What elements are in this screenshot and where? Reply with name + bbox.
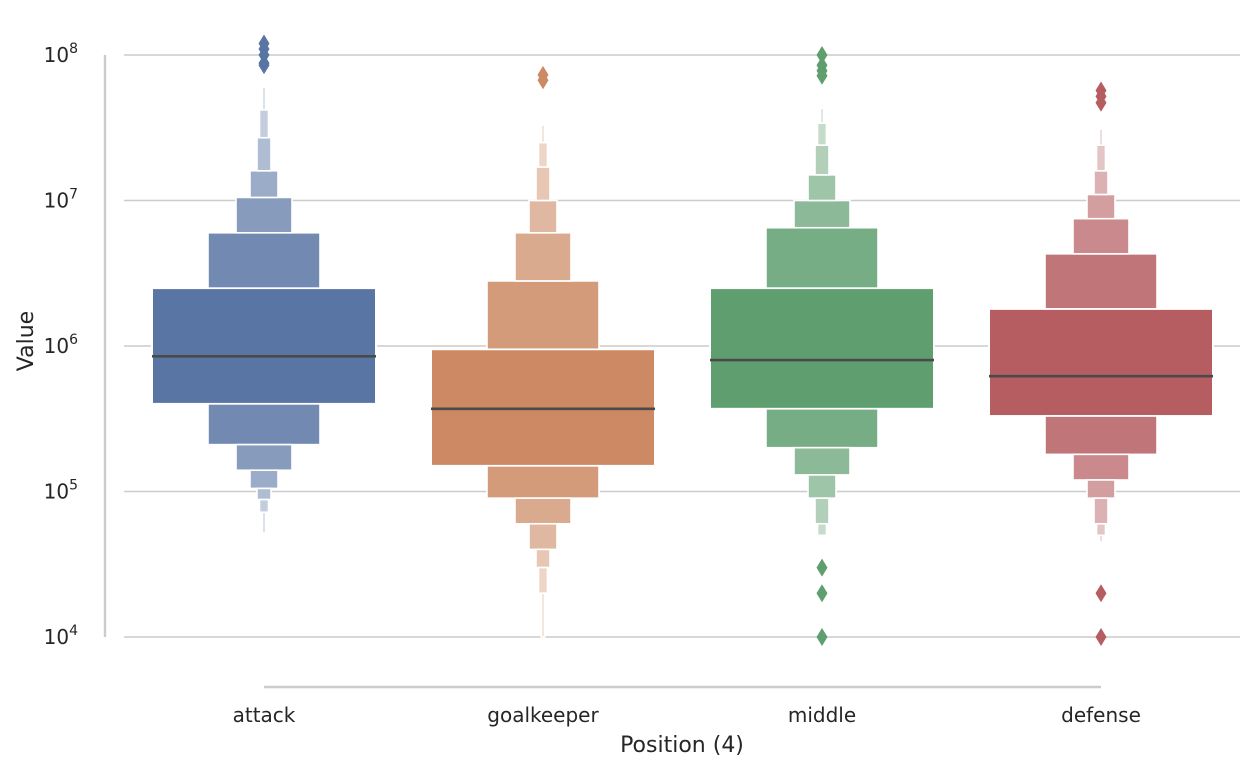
- box-level-upper: [814, 144, 830, 176]
- box-level-upper: [235, 196, 293, 234]
- box-level-upper: [1072, 217, 1130, 255]
- x-tick-label: middle: [788, 703, 856, 727]
- y-tick-labels: 104 105 106 107 108: [44, 41, 78, 649]
- box-level-lower: [1072, 453, 1130, 481]
- box-level-lower: [261, 511, 267, 534]
- series-goalkeeper: [430, 65, 656, 638]
- box-level-upper: [207, 231, 321, 289]
- box-level-upper: [1044, 253, 1158, 310]
- box-level-lower: [256, 487, 272, 501]
- outlier-point: [816, 628, 828, 646]
- box-level-lower: [514, 497, 572, 525]
- y-tick-label: 104: [44, 623, 78, 649]
- box-level-upper: [528, 199, 558, 234]
- outlier-point: [258, 56, 270, 75]
- box-level-lower: [1093, 497, 1109, 525]
- x-tick-label: goalkeeper: [487, 703, 599, 727]
- outlier-point: [1095, 93, 1107, 112]
- box-level-upper: [807, 174, 837, 202]
- box-level-0: [988, 307, 1214, 418]
- outlier-point: [816, 66, 828, 85]
- outlier-point: [816, 584, 828, 603]
- box-level-lower: [535, 548, 551, 569]
- outlier-point: [816, 46, 828, 64]
- outlier-point: [537, 71, 549, 90]
- box-level-lower: [765, 408, 879, 449]
- box-level-upper: [261, 86, 267, 111]
- box-level-lower: [528, 522, 558, 551]
- box-level-upper: [1086, 193, 1116, 220]
- box-level-upper: [819, 107, 825, 124]
- box-level-lower: [814, 497, 830, 525]
- x-tick-labels: attack goalkeeper middle defense: [233, 703, 1141, 727]
- box-level-upper: [793, 199, 851, 229]
- box-level-lower: [258, 498, 270, 514]
- box-level-lower: [486, 465, 600, 499]
- box-level-upper: [1098, 128, 1104, 146]
- y-tick-label: 107: [44, 187, 78, 213]
- y-tick-label: 108: [44, 41, 78, 67]
- box-level-lower: [1044, 415, 1158, 456]
- series-defense: [988, 81, 1214, 646]
- box-level-lower: [249, 469, 279, 490]
- box-level-lower: [207, 403, 321, 446]
- series-middle: [709, 46, 935, 646]
- box-level-upper: [486, 280, 600, 351]
- y-tick-label: 105: [44, 478, 78, 504]
- box-level-upper: [1095, 144, 1107, 172]
- box-level-lower: [537, 566, 549, 595]
- box-level-upper: [816, 122, 828, 146]
- boxen-series: [151, 34, 1214, 646]
- y-axis-title: Value: [14, 311, 39, 371]
- outlier-point: [1095, 584, 1107, 603]
- box-level-upper: [537, 141, 549, 168]
- box-level-lower: [1098, 534, 1104, 543]
- outlier-point: [1095, 628, 1107, 646]
- x-tick-label: defense: [1061, 703, 1141, 727]
- box-level-lower: [807, 474, 837, 499]
- box-level-lower: [1086, 479, 1116, 499]
- box-level-upper: [514, 231, 572, 282]
- x-tick-label: attack: [233, 703, 296, 727]
- box-level-upper: [540, 124, 546, 144]
- box-level-upper: [765, 226, 879, 289]
- box-level-lower: [1095, 522, 1107, 537]
- axis-spines: [103, 55, 1101, 689]
- y-tick-label: 106: [44, 332, 78, 358]
- box-level-lower: [793, 446, 851, 476]
- box-level-lower: [816, 522, 828, 537]
- box-level-upper: [258, 109, 270, 139]
- box-level-0: [709, 287, 935, 410]
- box-level-upper: [535, 166, 551, 202]
- series-attack: [151, 34, 377, 534]
- outlier-point: [816, 558, 828, 577]
- box-level-upper: [256, 136, 272, 172]
- box-level-0: [151, 287, 377, 405]
- box-level-upper: [249, 170, 279, 199]
- box-level-upper: [1093, 170, 1109, 196]
- box-level-lower: [540, 592, 546, 638]
- x-axis-title: Position (4): [620, 733, 744, 758]
- box-level-lower: [235, 443, 293, 472]
